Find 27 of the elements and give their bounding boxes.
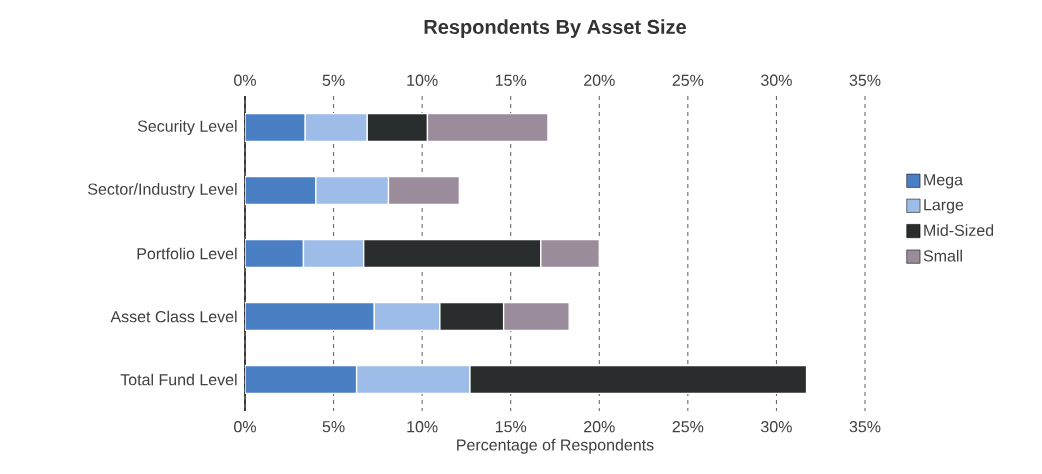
- x-tick-label: 20%: [584, 421, 615, 433]
- y-tick-label: Asset Class Level: [110, 310, 237, 323]
- x2-tick-label: 20%: [584, 74, 615, 86]
- legend-label: Small: [923, 249, 962, 262]
- x2-tick-label: 35%: [849, 74, 881, 86]
- x2-tick-label: 25%: [672, 74, 704, 86]
- x2-tick-label: 10%: [407, 74, 438, 86]
- y-tick-label: Total Fund Level: [120, 373, 237, 386]
- x-tick-label: 0%: [234, 421, 256, 433]
- y-tick-label: Sector/Industry Level: [88, 183, 237, 198]
- x2-tick-label: 15%: [495, 74, 527, 86]
- x-tick-label: 5%: [322, 421, 345, 433]
- y-tick-label: Portfolio Level: [137, 247, 237, 260]
- x-tick-label: 10%: [407, 421, 438, 433]
- legend-label: Large: [924, 199, 964, 214]
- x-tick-label: 15%: [495, 421, 527, 433]
- legend-label: Mega: [924, 174, 963, 189]
- y-tick-label: Security Level: [137, 120, 237, 135]
- x-axis-title: Percentage of Respondents: [457, 438, 654, 454]
- legend-label: Mid-Sized: [924, 224, 994, 236]
- x-tick-label: 30%: [761, 421, 792, 433]
- chart-title: Respondents By Asset Size: [424, 19, 686, 38]
- x2-tick-label: 0%: [234, 74, 256, 86]
- x-tick-label: 35%: [849, 421, 881, 433]
- x2-tick-label: 5%: [322, 74, 345, 86]
- x2-tick-label: 30%: [761, 74, 792, 86]
- x-tick-label: 25%: [672, 421, 704, 433]
